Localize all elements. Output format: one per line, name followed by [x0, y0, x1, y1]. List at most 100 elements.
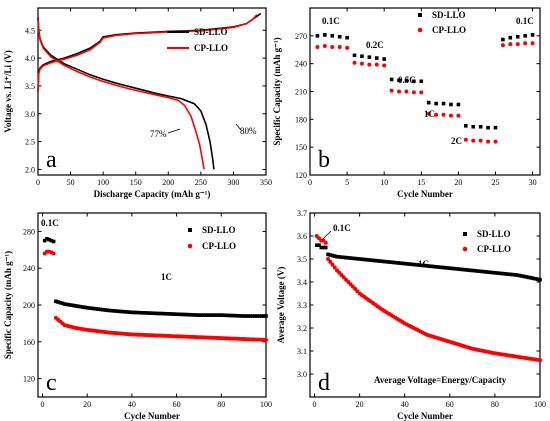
panel-b: 0 5 10 15 20 25 30 120 150 180 210 240 270 Cycle Numb…	[272, 7, 541, 199]
data-point	[112, 309, 116, 313]
data-point	[396, 261, 400, 265]
data-point	[352, 60, 357, 65]
data-point	[400, 261, 405, 266]
data-point	[58, 300, 63, 305]
legend-marker	[188, 228, 192, 232]
data-point	[471, 138, 476, 143]
data-point	[426, 100, 431, 105]
y-tick-label: 2.0	[25, 165, 35, 174]
data-point	[506, 272, 511, 276]
data-point	[206, 313, 210, 317]
annotation-label: 0.1C	[41, 218, 59, 228]
data-point	[201, 313, 206, 317]
data-point	[427, 264, 432, 268]
data-point	[250, 314, 255, 318]
data-point	[83, 305, 87, 310]
data-point	[441, 112, 446, 117]
data-point	[326, 252, 330, 257]
data-point	[47, 237, 51, 242]
annotation-label: 80%	[240, 126, 257, 136]
data-point	[221, 313, 226, 318]
data-point	[121, 309, 125, 314]
x-axis-label: Discharge Capacity (mAh g⁻¹)	[94, 189, 211, 199]
data-point	[448, 113, 453, 118]
x-tick-label: 10	[380, 178, 388, 187]
data-point	[345, 45, 350, 50]
x-tick-label: 15	[417, 178, 425, 187]
y-tick-label: 210	[295, 88, 307, 97]
data-point	[522, 274, 527, 279]
series-sd-llo	[314, 243, 542, 282]
data-point	[116, 309, 121, 314]
data-point	[375, 259, 380, 263]
data-point	[382, 63, 387, 68]
data-point	[159, 311, 163, 316]
data-point	[197, 313, 201, 317]
data-point	[397, 89, 402, 94]
data-point	[264, 337, 268, 342]
data-point	[74, 304, 78, 308]
data-point	[382, 259, 387, 264]
data-point	[520, 274, 524, 278]
data-point	[360, 54, 364, 59]
data-point	[486, 125, 490, 130]
data-point	[464, 124, 468, 128]
series-sd-llo	[42, 236, 268, 318]
y-tick-label: 240	[23, 264, 35, 273]
panel-a: 0 50 100 150 200 250 300 350 2.0 2.5 3.0 3.5 4.0 4.5 D…	[3, 7, 272, 199]
data-point	[478, 138, 483, 143]
y-tick-label: 2.5	[25, 138, 35, 147]
data-point	[192, 313, 197, 317]
data-point	[404, 89, 409, 94]
x-tick-label: 300	[227, 178, 239, 187]
data-point	[461, 267, 466, 272]
legend-label: SD-LLO	[432, 10, 466, 20]
y-tick-label: 3.6	[297, 232, 307, 241]
annotation-label: 1C	[424, 109, 435, 119]
data-point	[94, 307, 98, 311]
annotation-label: 1C	[161, 272, 172, 282]
y-tick-label: 180	[295, 115, 307, 124]
data-point	[217, 313, 221, 317]
data-point	[154, 311, 159, 316]
data-point	[475, 269, 479, 273]
data-point	[257, 314, 262, 318]
data-point	[360, 257, 364, 262]
panel-letter: d	[318, 370, 330, 396]
x-tick-label: 50	[67, 178, 75, 187]
data-point	[103, 308, 107, 312]
data-point	[426, 111, 431, 116]
data-point	[314, 243, 319, 247]
data-point	[76, 304, 81, 309]
data-point	[382, 57, 386, 61]
data-point	[230, 313, 235, 318]
annotation-label: 0.2C	[366, 40, 384, 50]
data-point	[170, 312, 174, 316]
data-point	[535, 277, 540, 282]
legend-marker	[187, 243, 193, 249]
data-point	[481, 269, 486, 274]
data-point	[156, 311, 161, 316]
data-point	[42, 238, 47, 243]
data-point	[85, 305, 89, 310]
annotation-label: 0.5C	[398, 75, 416, 85]
data-point	[355, 256, 360, 261]
y-tick-label: 160	[23, 338, 35, 347]
data-point	[228, 313, 233, 318]
data-point	[359, 61, 364, 66]
y-tick-label: 3.5	[25, 82, 35, 91]
data-point	[161, 311, 165, 316]
data-point	[101, 307, 105, 312]
y-axis-label: Specific Capacity (mAh g⁻¹)	[272, 37, 282, 145]
panel-c: 0 20 40 60 80 100 120 160 200 240 280 Cycle Number S…	[3, 212, 272, 421]
x-tick-label: 100	[97, 178, 109, 187]
data-point	[330, 253, 335, 258]
data-point	[523, 41, 528, 46]
annotation-label: 0.1C	[322, 16, 340, 26]
x-tick-label: 100	[260, 400, 272, 409]
data-point	[328, 253, 333, 257]
annotation-label: 0.1C	[516, 16, 534, 26]
x-tick-label: 20	[83, 400, 91, 409]
data-point	[49, 238, 54, 243]
data-point	[92, 306, 96, 311]
